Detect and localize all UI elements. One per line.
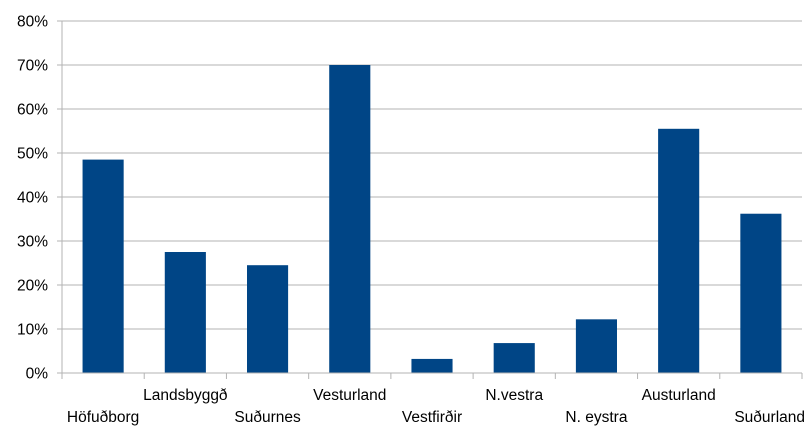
x-tick-label: N. eystra bbox=[565, 409, 627, 426]
bar bbox=[164, 252, 206, 373]
y-tick-label: 60% bbox=[17, 102, 48, 119]
axes bbox=[57, 20, 803, 379]
x-tick-label: Austurland bbox=[642, 387, 716, 404]
bar bbox=[493, 343, 535, 373]
x-tick-label: N.vestra bbox=[485, 387, 543, 404]
x-tick-label: Landsbyggð bbox=[143, 387, 228, 404]
bar bbox=[247, 265, 289, 373]
y-tick-label: 80% bbox=[17, 14, 48, 31]
x-tick-label: Vesturland bbox=[313, 387, 386, 404]
bar bbox=[575, 319, 617, 373]
x-tick-label: Höfuðborg bbox=[67, 409, 139, 426]
y-tick-label: 50% bbox=[17, 146, 48, 163]
x-tick-label: Vestfirðir bbox=[402, 409, 462, 426]
y-tick-label: 40% bbox=[17, 190, 48, 207]
y-tick-label: 20% bbox=[17, 278, 48, 295]
bar bbox=[658, 128, 700, 373]
y-tick-label: 0% bbox=[26, 366, 49, 383]
bar bbox=[740, 213, 782, 373]
bar bbox=[329, 65, 371, 373]
bar bbox=[411, 358, 453, 373]
y-tick-labels: 0% 10% 20% 30% 40% 50% 60% 70% 80% bbox=[17, 14, 48, 383]
y-tick-label: 10% bbox=[17, 322, 48, 339]
bars bbox=[82, 65, 782, 373]
x-tick-label: Suðurnes bbox=[234, 409, 301, 426]
x-tick-label: Suðurland bbox=[734, 409, 805, 426]
y-tick-label: 70% bbox=[17, 58, 48, 75]
y-tick-label: 30% bbox=[17, 234, 48, 251]
bar bbox=[82, 159, 124, 373]
